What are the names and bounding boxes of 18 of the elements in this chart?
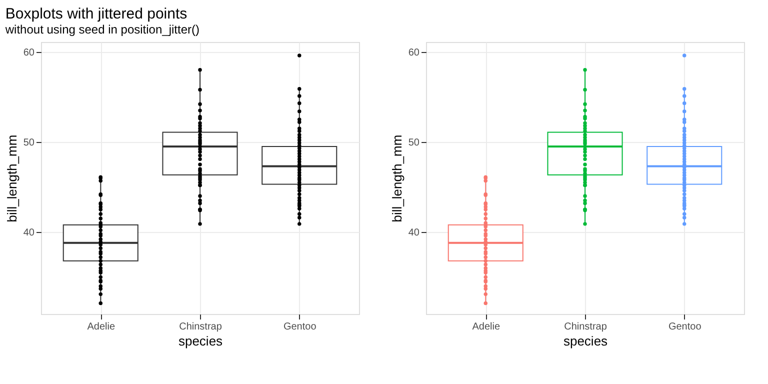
y-tick-label: 60: [408, 47, 420, 58]
x-axis-title: species: [178, 334, 224, 348]
y-tick-label: 50: [23, 137, 35, 148]
y-tick-label: 60: [23, 47, 35, 58]
x-tick-label: Gentoo: [283, 322, 317, 332]
y-tick-label: 40: [408, 228, 420, 239]
y-tick-label: 50: [408, 137, 420, 148]
y-axis-title: bill_length_mm: [4, 134, 20, 222]
x-tick-label: Adelie: [87, 322, 116, 332]
x-tick-label: Chinstrap: [564, 322, 608, 332]
x-tick-label: Gentoo: [668, 322, 702, 332]
y-tick-label: 40: [23, 228, 35, 239]
x-tick-label: Adelie: [472, 322, 500, 332]
y-axis-title: bill_length_mm: [389, 134, 404, 222]
chart-title: Boxplots with jittered points: [5, 6, 188, 22]
x-tick-label: Chinstrap: [179, 322, 222, 332]
chart-subtitle: without using seed in position_jitter(): [4, 22, 200, 36]
x-axis-title: species: [563, 334, 608, 348]
